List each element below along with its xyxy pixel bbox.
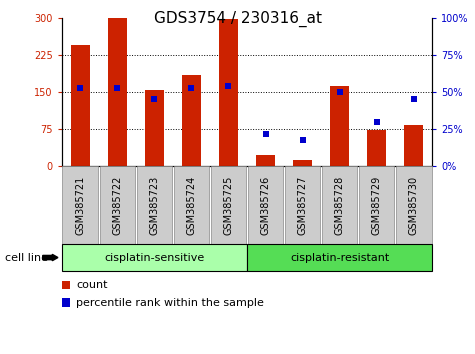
Point [373, 119, 380, 125]
Text: GSM385721: GSM385721 [75, 176, 86, 235]
Text: cell line: cell line [5, 252, 48, 263]
Bar [405, 125, 423, 166]
Point [114, 85, 121, 90]
Point [262, 131, 269, 137]
Bar [293, 160, 312, 166]
Bar [219, 19, 238, 166]
Point [76, 85, 84, 90]
Bar [108, 18, 126, 166]
Text: GSM385727: GSM385727 [297, 176, 308, 235]
Text: GSM385723: GSM385723 [149, 176, 160, 235]
Bar [182, 75, 201, 166]
Text: GSM385728: GSM385728 [334, 176, 345, 235]
Point [188, 85, 195, 90]
Point [336, 89, 343, 95]
Bar [331, 86, 349, 166]
Text: GSM385730: GSM385730 [408, 176, 419, 235]
Bar [71, 45, 89, 166]
Text: cisplatin-resistant: cisplatin-resistant [290, 252, 389, 263]
Text: GDS3754 / 230316_at: GDS3754 / 230316_at [153, 11, 322, 27]
Text: cisplatin-sensitive: cisplatin-sensitive [104, 252, 205, 263]
Point [299, 137, 306, 142]
Text: percentile rank within the sample: percentile rank within the sample [76, 298, 264, 308]
Point [225, 83, 232, 89]
Bar [256, 155, 275, 166]
Text: GSM385724: GSM385724 [186, 176, 197, 235]
Text: GSM385722: GSM385722 [112, 176, 123, 235]
Point [151, 97, 158, 102]
Bar [145, 90, 163, 166]
Text: GSM385726: GSM385726 [260, 176, 271, 235]
Point [410, 97, 418, 102]
Bar [368, 130, 386, 166]
Text: GSM385729: GSM385729 [371, 176, 382, 235]
Text: count: count [76, 280, 107, 290]
Text: GSM385725: GSM385725 [223, 176, 234, 235]
